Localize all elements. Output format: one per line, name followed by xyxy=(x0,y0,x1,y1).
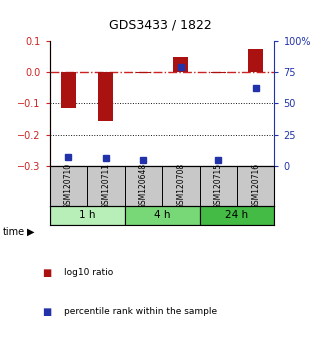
Text: time: time xyxy=(3,227,25,237)
Bar xyxy=(248,48,263,72)
Bar xyxy=(125,206,200,225)
Text: 4 h: 4 h xyxy=(154,210,170,221)
Text: ▶: ▶ xyxy=(27,227,35,237)
Bar xyxy=(99,72,113,121)
Text: ■: ■ xyxy=(42,268,51,278)
Text: percentile rank within the sample: percentile rank within the sample xyxy=(64,307,217,316)
Text: 1 h: 1 h xyxy=(79,210,95,221)
Text: GSM120710: GSM120710 xyxy=(64,163,73,209)
Text: GSM120715: GSM120715 xyxy=(214,163,223,209)
Bar xyxy=(211,72,226,73)
Bar xyxy=(61,72,76,108)
Text: GSM120648: GSM120648 xyxy=(139,163,148,209)
Text: GSM120708: GSM120708 xyxy=(176,163,185,209)
Text: GSM120716: GSM120716 xyxy=(251,163,260,209)
Bar xyxy=(50,206,125,225)
Bar xyxy=(200,206,274,225)
Text: GDS3433 / 1822: GDS3433 / 1822 xyxy=(109,19,212,32)
Bar xyxy=(136,72,151,73)
Bar xyxy=(173,57,188,72)
Text: log10 ratio: log10 ratio xyxy=(64,268,113,277)
Text: ■: ■ xyxy=(42,307,51,316)
Text: GSM120711: GSM120711 xyxy=(101,163,110,209)
Text: 24 h: 24 h xyxy=(225,210,248,221)
